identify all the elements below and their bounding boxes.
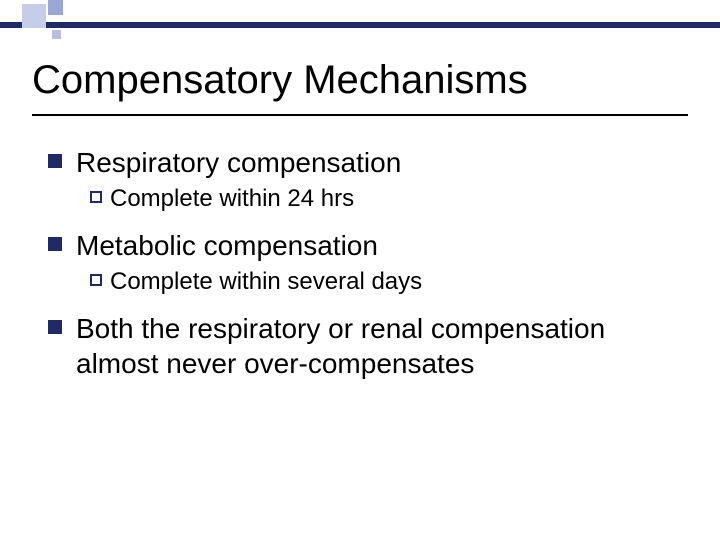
list-item: Metabolic compensation — [48, 228, 680, 263]
square-icon — [22, 4, 46, 28]
title-underline — [32, 114, 688, 116]
header-decoration — [0, 0, 720, 38]
list-subitem-text: Complete within several days — [110, 267, 422, 297]
square-icon — [48, 0, 63, 15]
list-item: Both the respiratory or renal compensati… — [48, 311, 680, 381]
list-subitem: Complete within several days — [90, 267, 680, 297]
slide: Compensatory Mechanisms Respiratory comp… — [0, 0, 720, 540]
list-subitem-text: Complete within 24 hrs — [110, 184, 354, 214]
slide-title: Compensatory Mechanisms — [32, 58, 688, 103]
bullet-square-icon — [48, 237, 62, 251]
list-item-text: Both the respiratory or renal compensati… — [76, 311, 680, 381]
header-bar — [0, 22, 720, 28]
list-subitem: Complete within 24 hrs — [90, 184, 680, 214]
list-item: Respiratory compensation — [48, 145, 680, 180]
bullet-outline-square-icon — [90, 274, 102, 286]
bullet-square-icon — [48, 320, 62, 334]
list-item-text: Respiratory compensation — [76, 145, 401, 180]
slide-body: Respiratory compensation Complete within… — [48, 145, 680, 383]
square-icon — [52, 30, 61, 39]
bullet-square-icon — [48, 154, 62, 168]
list-item-text: Metabolic compensation — [76, 228, 378, 263]
bullet-outline-square-icon — [90, 191, 102, 203]
